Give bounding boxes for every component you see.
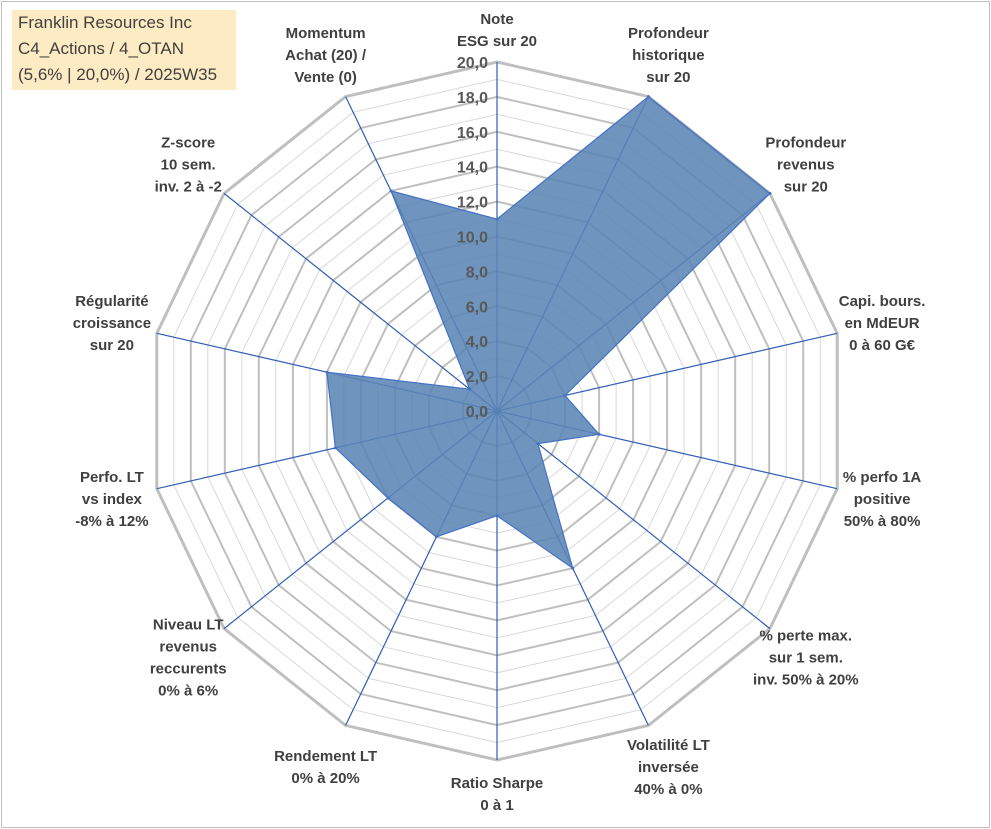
- axis-label: Achat (20) /: [285, 47, 367, 64]
- tick-label: 16,0: [457, 125, 488, 142]
- tick-label: 8,0: [466, 264, 488, 281]
- axis-label: Ratio Sharpe: [451, 775, 544, 792]
- axis-label: sur 20: [90, 337, 134, 354]
- axis-label: vs index: [82, 491, 143, 508]
- series-point: [389, 189, 393, 193]
- axis-label: revenus: [159, 638, 217, 655]
- tick-label: 12,0: [457, 195, 488, 212]
- axis-label: % perte max.: [760, 627, 853, 644]
- series-point: [563, 394, 567, 397]
- axis-label: 10 sem.: [161, 157, 216, 174]
- axis-label: inversée: [638, 759, 699, 776]
- series-point: [386, 496, 390, 500]
- tick-label: 2,0: [466, 369, 488, 386]
- axis-label: en MdEUR: [845, 315, 920, 332]
- axis-label: -8% à 12%: [75, 513, 148, 530]
- axis-label: Régularité: [75, 293, 148, 310]
- radar-spoke: [223, 192, 498, 412]
- axis-label: sur 20: [646, 69, 690, 86]
- axis-label: Capi. bours.: [839, 293, 926, 310]
- series-point: [495, 217, 499, 221]
- axis-label: 0 à 60 G€: [849, 337, 916, 354]
- series-point: [646, 95, 650, 99]
- series-point: [768, 191, 772, 195]
- axis-label: Rendement LT: [274, 748, 377, 765]
- axis-label: Note: [480, 11, 513, 28]
- axis-label: % perfo 1A: [843, 469, 922, 486]
- series-point: [571, 566, 575, 570]
- axis-label: Momentum: [286, 25, 366, 42]
- axis-label: Volatilité LT: [627, 737, 710, 754]
- axis-label: Z-score: [161, 135, 215, 152]
- title-line-category: C4_Actions / 4_OTAN: [18, 39, 184, 58]
- tick-label: 18,0: [457, 90, 488, 107]
- tick-label: 4,0: [466, 334, 488, 351]
- title-line-period: (5,6% | 20,0%) / 2025W35: [18, 65, 218, 84]
- series-point: [325, 370, 329, 374]
- axis-label: Perfo. LT: [80, 469, 144, 486]
- chart-title-box: Franklin Resources Inc C4_Actions / 4_OT…: [12, 10, 236, 90]
- series-area: [326, 95, 771, 570]
- tick-label: 14,0: [457, 160, 488, 177]
- tick-label: 6,0: [466, 299, 488, 316]
- radar-series: [325, 95, 772, 570]
- axis-label: 0 à 1: [480, 797, 513, 814]
- axis-label: 0% à 20%: [291, 770, 359, 787]
- axis-label: historique: [632, 47, 705, 64]
- radar-spoke: [496, 410, 771, 630]
- radar-tick-labels: 0,0 2,0 4,0 6,0 8,0 10,0 12,0 14,0 16,0 18,0 20,0: [457, 55, 488, 421]
- axis-label: 40% à 0%: [634, 781, 702, 798]
- axis-label: reccurents: [150, 660, 227, 677]
- axis-label: Niveau LT: [153, 616, 224, 633]
- axis-label: Profondeur: [765, 135, 846, 152]
- axis-label: inv. 50% à 20%: [753, 671, 859, 688]
- axis-label: 0% à 6%: [158, 682, 218, 699]
- axis-label: 50% à 80%: [844, 513, 921, 530]
- axis-label: ESG sur 20: [457, 33, 537, 50]
- tick-label: 20,0: [457, 55, 488, 72]
- axis-label: Profondeur: [628, 25, 709, 42]
- radar-axis-labels: Note ESG sur 20 Profondeur historique sur 20…: [73, 11, 926, 814]
- tick-label: 0,0: [466, 404, 488, 421]
- series-point: [333, 446, 337, 450]
- axis-label: croissance: [73, 315, 151, 332]
- series-point: [536, 442, 540, 446]
- series-point: [434, 535, 438, 539]
- axis-label: positive: [854, 491, 911, 508]
- tick-label: 10,0: [457, 230, 488, 247]
- axis-label: revenus: [777, 157, 835, 174]
- series-point: [495, 514, 499, 518]
- series-point: [468, 387, 472, 391]
- axis-label: inv. 2 à -2: [155, 179, 222, 196]
- axis-label: sur 1 sem.: [769, 649, 843, 666]
- axis-label: Vente (0): [294, 69, 357, 86]
- axis-label: sur 20: [784, 179, 828, 196]
- series-point: [597, 432, 601, 436]
- title-line-company: Franklin Resources Inc: [18, 13, 192, 32]
